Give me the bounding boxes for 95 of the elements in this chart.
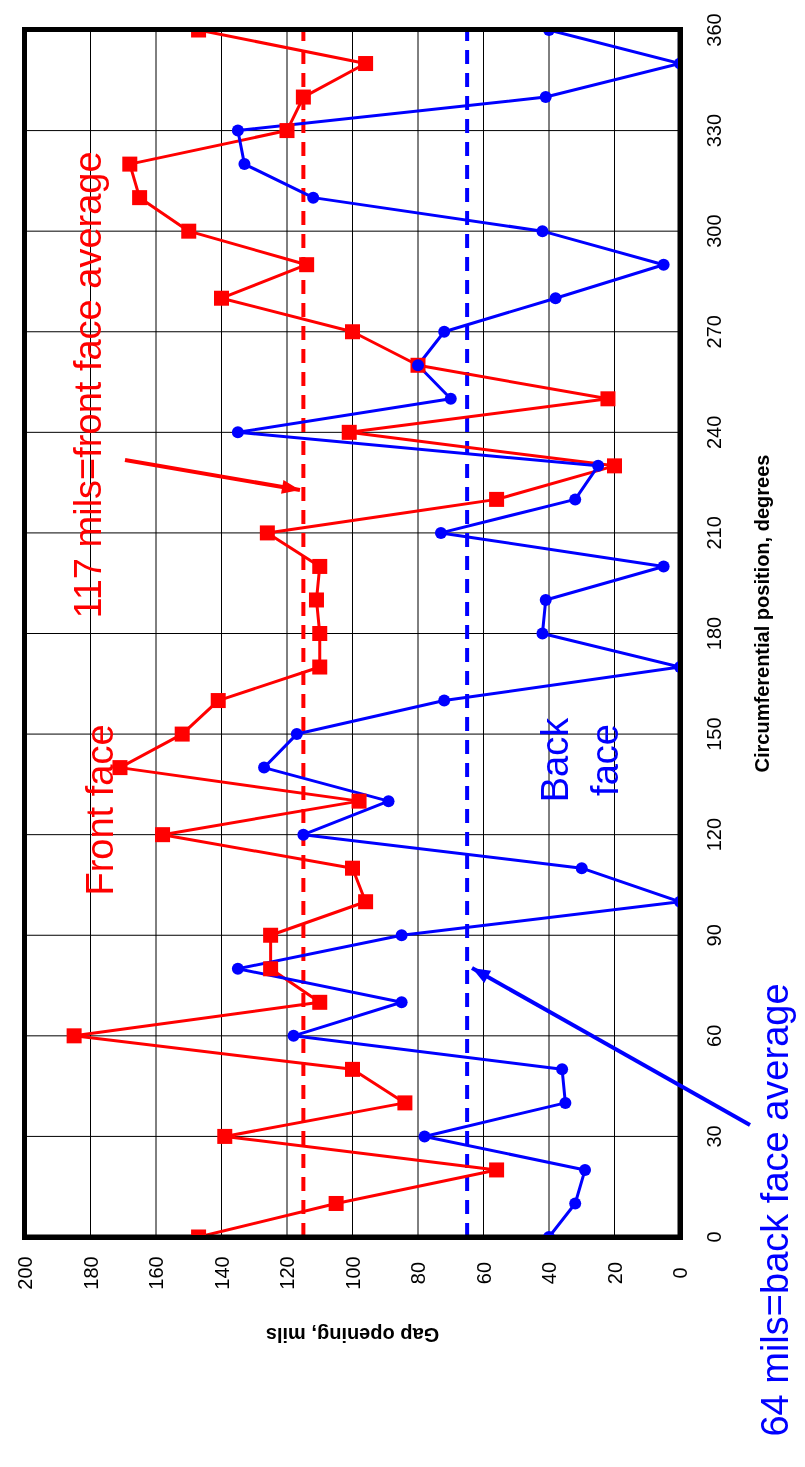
point: [112, 760, 128, 776]
point: [592, 459, 605, 472]
point: [290, 728, 303, 741]
point: [536, 627, 549, 640]
point: [397, 1095, 413, 1111]
point: [297, 828, 310, 841]
point: [308, 592, 324, 608]
point: [181, 223, 197, 239]
point: [341, 424, 357, 440]
x-tick-label: 60: [472, 1261, 495, 1285]
y-axis-title: Circumferential position, degrees: [751, 454, 773, 773]
y-tick-label: 90: [703, 924, 725, 947]
point: [549, 292, 562, 305]
point: [559, 1096, 572, 1109]
y-tick-label: 270: [703, 315, 725, 349]
point: [238, 158, 251, 171]
point: [345, 860, 360, 876]
point: [312, 659, 328, 675]
point: [132, 190, 148, 206]
point: [395, 996, 408, 1009]
x-tick-label: 200: [14, 1256, 36, 1290]
point: [122, 156, 138, 172]
point: [174, 726, 190, 742]
x-tick-label: 120: [276, 1256, 298, 1290]
y-tick-label: 150: [703, 717, 725, 751]
point: [312, 626, 328, 641]
point: [231, 962, 244, 975]
x-tick-label: 180: [79, 1256, 102, 1290]
point: [263, 927, 279, 943]
point: [214, 290, 229, 306]
point: [539, 91, 552, 104]
y-tick-label: 360: [703, 13, 725, 47]
point: [263, 961, 279, 977]
ref-line-label: 117 mils=front face average: [67, 151, 109, 619]
point: [66, 1028, 82, 1044]
y-tick-label: 210: [703, 516, 725, 550]
point: [395, 929, 408, 942]
y-tick-label: 120: [703, 817, 725, 852]
point: [444, 392, 457, 405]
point: [569, 493, 582, 506]
point: [217, 1128, 233, 1144]
point: [312, 994, 328, 1010]
point: [575, 862, 588, 875]
point: [536, 225, 549, 238]
point: [657, 560, 670, 573]
x-tick-label: 0: [669, 1267, 691, 1279]
point: [489, 1162, 505, 1178]
x-tick-label: 100: [341, 1256, 364, 1290]
point: [382, 795, 395, 808]
point: [539, 593, 552, 606]
point: [295, 89, 311, 105]
point: [231, 426, 244, 439]
point: [345, 324, 360, 340]
point: [210, 693, 226, 709]
point: [438, 694, 451, 707]
text: Front face: [79, 724, 121, 896]
x-tick-label: 40: [538, 1261, 560, 1285]
point: [438, 325, 451, 338]
ref-line-label: 64 mils=back face average: [754, 983, 796, 1437]
point: [307, 191, 320, 204]
point: [279, 123, 295, 139]
point: [351, 793, 367, 809]
y-tick-label: 330: [703, 113, 725, 148]
y-tick-label: 0: [703, 1231, 725, 1243]
point: [231, 124, 244, 137]
point: [155, 827, 171, 843]
x-tick-label: 80: [407, 1261, 429, 1285]
point: [358, 56, 374, 72]
point: [345, 1061, 360, 1077]
text: Back face: [534, 716, 626, 803]
point: [607, 458, 622, 474]
point: [287, 1029, 300, 1042]
x-tick-label: 20: [603, 1261, 626, 1285]
point: [600, 391, 616, 407]
point: [328, 1195, 344, 1211]
y-tick-label: 240: [703, 415, 725, 450]
point: [258, 761, 271, 774]
x-tick-label: 160: [145, 1256, 167, 1290]
x-axis-title: Gap opening, mils: [265, 1324, 440, 1346]
point: [579, 1163, 592, 1176]
point: [569, 1197, 582, 1210]
y-tick-label: 30: [703, 1125, 725, 1148]
point: [259, 525, 275, 541]
point: [657, 258, 670, 271]
y-tick-label: 180: [703, 616, 725, 651]
point: [434, 526, 447, 539]
point: [556, 1063, 569, 1076]
x-tick-label: 140: [210, 1256, 233, 1290]
point: [489, 491, 505, 507]
point: [358, 894, 374, 910]
y-tick-label: 300: [703, 214, 725, 248]
y-tick-label: 60: [703, 1024, 725, 1047]
point: [299, 257, 315, 273]
point: [418, 1130, 431, 1143]
point: [312, 558, 328, 574]
